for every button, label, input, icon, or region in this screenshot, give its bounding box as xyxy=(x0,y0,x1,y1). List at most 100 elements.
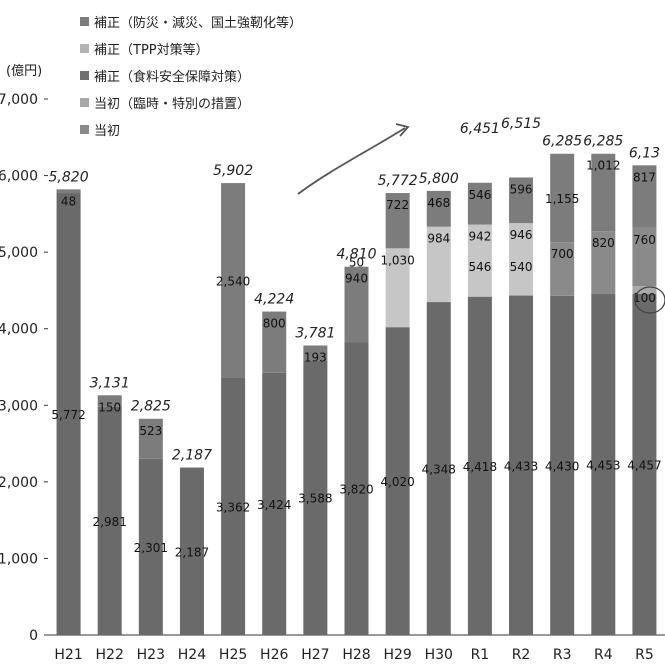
bar-segment xyxy=(550,242,575,296)
data-label: 3,820 xyxy=(339,483,373,497)
data-label: 1,012 xyxy=(586,159,620,173)
highlight-circle xyxy=(634,286,665,314)
data-label: 940 xyxy=(345,272,368,286)
data-label: 1,030 xyxy=(380,253,414,267)
y-tick-label: 5,000 xyxy=(0,245,38,261)
bar-segment xyxy=(509,223,534,296)
data-label: 523 xyxy=(139,424,162,438)
y-tick-label: 0 xyxy=(29,628,38,644)
bar-segment xyxy=(591,294,616,635)
x-tick-label: H22 xyxy=(96,647,124,663)
total-label: 3,131 xyxy=(90,375,130,391)
bar-segment xyxy=(262,311,287,373)
bar-segment xyxy=(467,224,492,297)
bar-segment xyxy=(385,327,410,635)
data-label: 3,362 xyxy=(216,500,250,514)
bar-segment xyxy=(509,177,534,224)
data-label: 4,433 xyxy=(504,459,538,473)
x-tick-label: H25 xyxy=(219,647,247,663)
bar-segment xyxy=(56,193,81,635)
bar-segment xyxy=(262,372,287,635)
data-label: 3,588 xyxy=(298,492,332,506)
total-label: 5,820 xyxy=(49,169,89,185)
total-label: 4,224 xyxy=(254,292,294,308)
y-axis-unit-label: (億円) xyxy=(6,64,43,79)
legend-swatch xyxy=(80,17,89,26)
legend-label: 当初（臨時・特別の措置） xyxy=(94,97,251,112)
bars xyxy=(56,153,657,635)
total-label: 6,285 xyxy=(542,134,582,150)
total-label: 3,781 xyxy=(295,325,335,341)
bar-segment xyxy=(138,458,163,635)
bar-segment xyxy=(303,345,328,361)
y-tick-label: 3,000 xyxy=(0,398,38,414)
bar-segment xyxy=(344,266,369,343)
data-label: 722 xyxy=(386,198,409,212)
bar-segment xyxy=(385,248,410,328)
data-label: 100 xyxy=(633,291,656,305)
data-label: 540 xyxy=(510,260,533,274)
bar-segment xyxy=(344,342,369,635)
x-tick-label: H27 xyxy=(301,647,329,663)
legend-label: 当初 xyxy=(94,124,121,139)
bar-segment xyxy=(632,286,657,294)
x-tick-label: H23 xyxy=(137,647,165,663)
data-label: 984 xyxy=(427,232,450,246)
bar-segment xyxy=(467,296,492,635)
bar-segment xyxy=(467,182,492,225)
data-label: 2,540 xyxy=(216,274,250,288)
bar-segment xyxy=(550,153,575,243)
x-tick-label: R3 xyxy=(553,647,572,663)
data-label: 150 xyxy=(98,400,121,414)
legend-label: 補正（TPP対策等） xyxy=(94,43,209,58)
bar-segment xyxy=(426,226,451,303)
data-label: 4,348 xyxy=(422,463,456,477)
x-tick-label: H30 xyxy=(425,647,453,663)
x-tick-label: H26 xyxy=(260,647,288,663)
data-label: 800 xyxy=(263,317,286,331)
data-label: 1,155 xyxy=(545,192,579,206)
legend-swatch xyxy=(80,98,89,107)
chart-legend: 補正（防災・減災、国土強靭化等） 補正（TPP対策等） 補正（食料安全保障対策）… xyxy=(80,8,302,143)
legend-item: 補正（TPP対策等） xyxy=(80,35,302,62)
data-labels: 5,772 48 5,820 2,981 150 3,131 2,301 523 2,825 2,… xyxy=(49,116,662,559)
y-tick-label: 6,000 xyxy=(0,169,38,185)
bar-segment xyxy=(632,293,657,635)
bar-segment xyxy=(221,377,246,635)
data-label: 2,981 xyxy=(93,515,127,529)
x-tick-label: R1 xyxy=(471,647,490,663)
total-label: 5,902 xyxy=(213,163,253,179)
bar-segment xyxy=(426,302,451,635)
total-label: 5,772 xyxy=(378,173,418,189)
y-tick-label: 4,000 xyxy=(0,322,38,338)
bar-segment xyxy=(591,231,616,295)
bar-segment xyxy=(385,193,410,249)
y-tick-label: 1,000 xyxy=(0,551,38,567)
x-tick-label: H29 xyxy=(383,647,411,663)
bar-segment xyxy=(591,153,616,232)
x-tick-label: H28 xyxy=(342,647,370,663)
data-label: 50 xyxy=(349,256,364,270)
y-tick-label: 2,000 xyxy=(0,475,38,491)
bar-segment xyxy=(179,467,204,635)
total-label: 2,825 xyxy=(131,399,171,415)
x-tick-label: H24 xyxy=(178,647,206,663)
total-label: 6,13 xyxy=(629,145,660,161)
data-label: 5,772 xyxy=(51,408,85,422)
legend-item: 補正（食料安全保障対策） xyxy=(80,62,302,89)
data-label: 760 xyxy=(633,233,656,247)
x-tick-label: R4 xyxy=(594,647,613,663)
total-label: 6,515 xyxy=(501,116,541,132)
data-label: 700 xyxy=(551,247,574,261)
bar-segment xyxy=(509,295,534,635)
bar-segment xyxy=(632,227,657,287)
total-label: 6,451 xyxy=(460,121,500,137)
data-label: 4,453 xyxy=(586,459,620,473)
bar-segment xyxy=(138,418,163,459)
data-label: 946 xyxy=(510,228,533,242)
legend-label: 補正（食料安全保障対策） xyxy=(94,70,251,85)
x-tick-label: H21 xyxy=(54,647,82,663)
legend-item: 当初 xyxy=(80,116,302,143)
data-label: 3,424 xyxy=(257,498,291,512)
